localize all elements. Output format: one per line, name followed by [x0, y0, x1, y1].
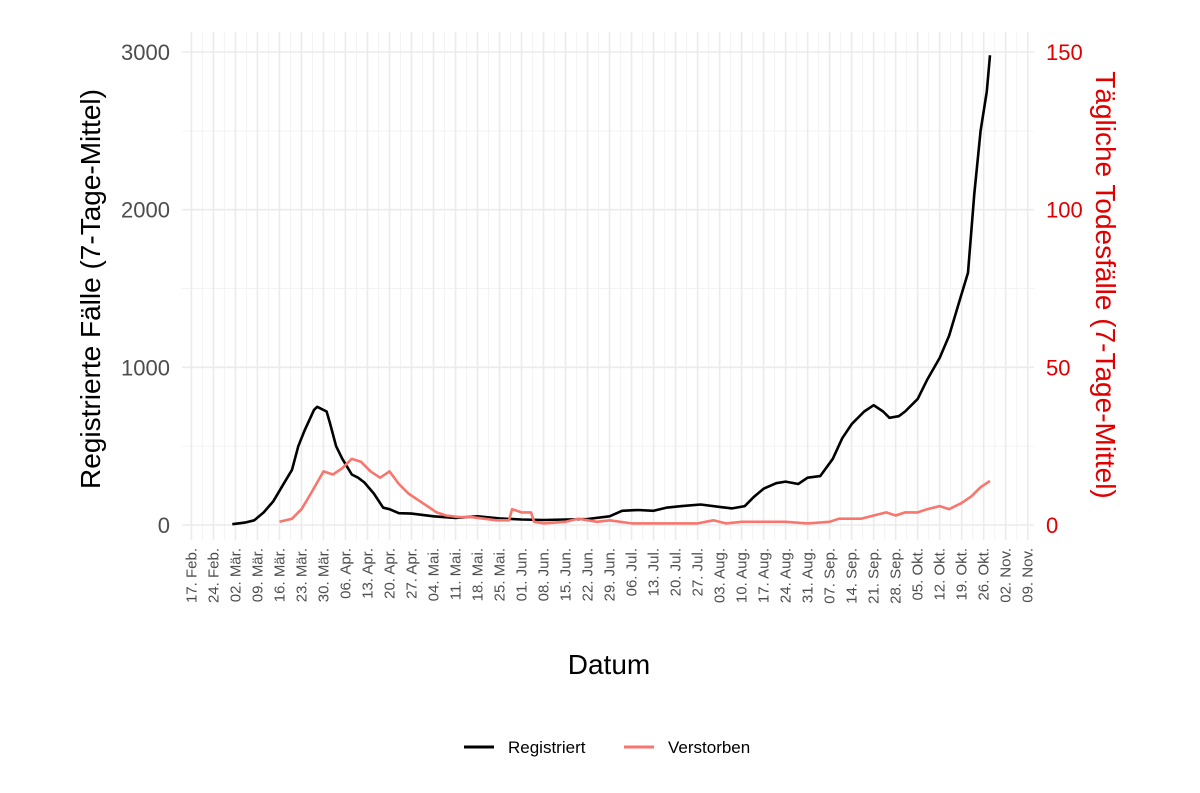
x-tick-label: 04. Mai.	[426, 548, 443, 601]
x-tick-label: 08. Jun.	[536, 548, 553, 601]
x-tick-label: 24. Aug.	[778, 548, 795, 603]
y-tick-label-right: 100	[1046, 198, 1083, 223]
x-tick-label: 06. Apr.	[337, 548, 354, 599]
x-tick-label: 15. Jun.	[558, 548, 575, 601]
x-tick-label: 19. Okt.	[954, 548, 971, 601]
y-tick-label-right: 150	[1046, 40, 1083, 65]
y-tick-label-left: 3000	[121, 40, 170, 65]
x-tick-label: 20. Jul.	[668, 548, 685, 596]
x-tick-label: 14. Sep.	[844, 548, 861, 604]
y-tick-label-right: 0	[1046, 513, 1058, 538]
x-tick-label: 30. Mär.	[315, 548, 332, 602]
x-tick-label: 18. Mai.	[470, 548, 487, 601]
x-tick-label: 17. Aug.	[756, 548, 773, 603]
x-tick-label: 12. Okt.	[932, 548, 949, 601]
x-tick-label: 02. Nov.	[998, 548, 1015, 603]
grid-lines	[182, 32, 1034, 540]
series-lines	[232, 55, 992, 526]
x-tick-label: 02. Mär.	[227, 548, 244, 602]
x-tick-label: 11. Mai.	[448, 548, 465, 600]
y-tick-label-left: 0	[158, 513, 170, 538]
x-tick-label: 23. Mär.	[293, 548, 310, 602]
y-axis-right-title: Tägliche Todesfälle (7-Tage-Mittel)	[1090, 71, 1121, 498]
y-axis-right-ticks: 0 50 100 150	[1046, 40, 1083, 538]
x-tick-label: 07. Sep.	[822, 548, 839, 604]
x-tick-label: 20. Apr.	[381, 548, 398, 599]
y-tick-label-right: 50	[1046, 355, 1070, 380]
legend-label-registriert: Registriert	[508, 738, 586, 757]
series-line-registriert	[232, 55, 992, 526]
x-tick-label: 09. Nov.	[1020, 548, 1037, 603]
legend-label-verstorben: Verstorben	[668, 738, 750, 757]
x-tick-label: 01. Jun.	[514, 548, 531, 601]
x-axis-title: Datum	[568, 649, 650, 680]
x-tick-label: 09. Mär.	[249, 548, 266, 602]
x-tick-label: 21. Sep.	[866, 548, 883, 604]
y-tick-label-left: 1000	[121, 355, 170, 380]
x-tick-label: 22. Jun.	[580, 548, 597, 601]
x-tick-label: 05. Okt.	[910, 548, 927, 601]
x-tick-label: 10. Aug.	[734, 548, 751, 603]
x-tick-label: 13. Jul.	[646, 548, 663, 596]
x-tick-label: 25. Mai.	[492, 548, 509, 601]
x-tick-label: 27. Jul.	[690, 548, 707, 596]
x-tick-label: 31. Aug.	[800, 548, 817, 603]
x-tick-label: 28. Sep.	[888, 548, 905, 604]
y-axis-left-ticks: 0 1000 2000 3000	[121, 40, 170, 538]
legend: Registriert Verstorben	[464, 738, 750, 757]
y-tick-label-left: 2000	[121, 198, 170, 223]
x-axis-ticks: 17. Feb. 24. Feb. 02. Mär. 09. Mär. 16. Mär.…	[183, 548, 1036, 604]
x-tick-label: 16. Mär.	[271, 548, 288, 602]
x-tick-label: 29. Jun.	[602, 548, 619, 601]
x-tick-label: 13. Apr.	[359, 548, 376, 599]
y-axis-left-title: Registrierte Fälle (7-Tage-Mittel)	[75, 89, 106, 489]
x-tick-label: 24. Feb.	[205, 548, 222, 603]
x-tick-label: 03. Aug.	[712, 548, 729, 603]
series-line-verstorben	[279, 457, 991, 525]
x-tick-label: 17. Feb.	[183, 548, 200, 603]
x-tick-label: 27. Apr.	[404, 548, 421, 599]
x-tick-label: 26. Okt.	[976, 548, 993, 601]
x-tick-label: 06. Jul.	[624, 548, 641, 596]
